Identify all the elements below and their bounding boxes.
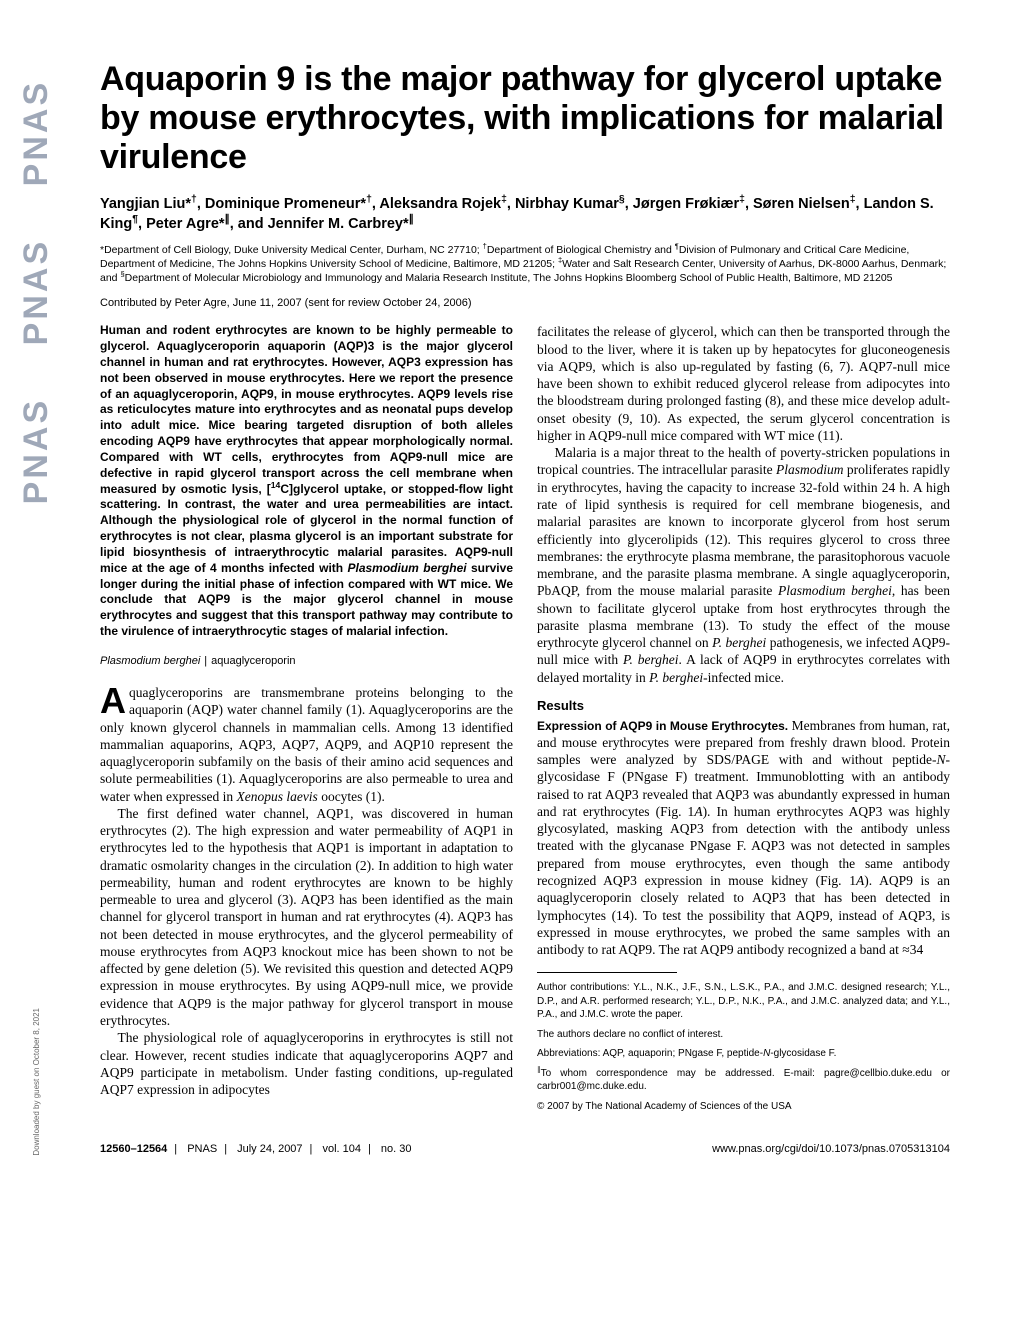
footer-issue: no. 30 (381, 1143, 412, 1155)
intro-paragraph-3: The physiological role of aquaglyceropor… (100, 1029, 513, 1098)
dropcap-letter: A (100, 684, 129, 717)
results-heading: Results (537, 698, 950, 715)
footnote-author-contrib: Author contributions: Y.L., N.K., J.F., … (537, 981, 950, 1022)
footnote-conflict: The authors declare no conflict of inter… (537, 1028, 950, 1042)
keywords: Plasmodium berghei|aquaglyceroporin (100, 654, 513, 668)
pnas-sidebar-logo: PNAS PNAS PNAS (18, 80, 68, 544)
footer-vol: vol. 104 (322, 1143, 361, 1155)
footer-pages: 12560–12564 (100, 1143, 167, 1155)
author-list: Yangjian Liu*†, Dominique Promeneur*†, A… (100, 195, 950, 234)
footnote-rule (537, 972, 677, 973)
footer-journal: PNAS (187, 1143, 217, 1155)
results-paragraph-1: Expression of AQP9 in Mouse Erythrocytes… (537, 717, 950, 959)
article-title: Aquaporin 9 is the major pathway for gly… (100, 60, 950, 177)
footnote-abbrev: Abbreviations: AQP, aquaporin; PNgase F,… (537, 1047, 950, 1061)
footer-left: 12560–12564| PNAS| July 24, 2007| vol. 1… (100, 1143, 412, 1155)
contributed-line: Contributed by Peter Agre, June 11, 2007… (100, 297, 950, 309)
abstract: Human and rodent erythrocytes are known … (100, 323, 513, 640)
keyword-b: aquaglyceroporin (211, 655, 295, 667)
keyword-a: Plasmodium berghei (100, 655, 200, 667)
footnote-correspondence: ∥To whom correspondence may be addressed… (537, 1067, 950, 1094)
col2-paragraph-1: facilitates the release of glycerol, whi… (537, 323, 950, 444)
page-footer: 12560–12564| PNAS| July 24, 2007| vol. 1… (100, 1137, 950, 1155)
affiliations: *Department of Cell Biology, Duke Univer… (100, 244, 950, 285)
footer-date: July 24, 2007 (237, 1143, 302, 1155)
intro-paragraph-1: Aquaglyceroporins are transmembrane prot… (100, 684, 513, 805)
col2-paragraph-2: Malaria is a major threat to the health … (537, 444, 950, 686)
downloaded-note: Downloaded by guest on October 8, 2021 (32, 1008, 41, 1156)
footer-doi: www.pnas.org/cgi/doi/10.1073/pnas.070531… (712, 1143, 950, 1155)
results-subheading: Expression of AQP9 in Mouse Erythrocytes… (537, 719, 788, 733)
footnote-copyright: © 2007 by The National Academy of Scienc… (537, 1100, 950, 1114)
footnotes-block: Author contributions: Y.L., N.K., J.F., … (537, 981, 950, 1113)
intro-paragraph-2: The first defined water channel, AQP1, w… (100, 805, 513, 1029)
